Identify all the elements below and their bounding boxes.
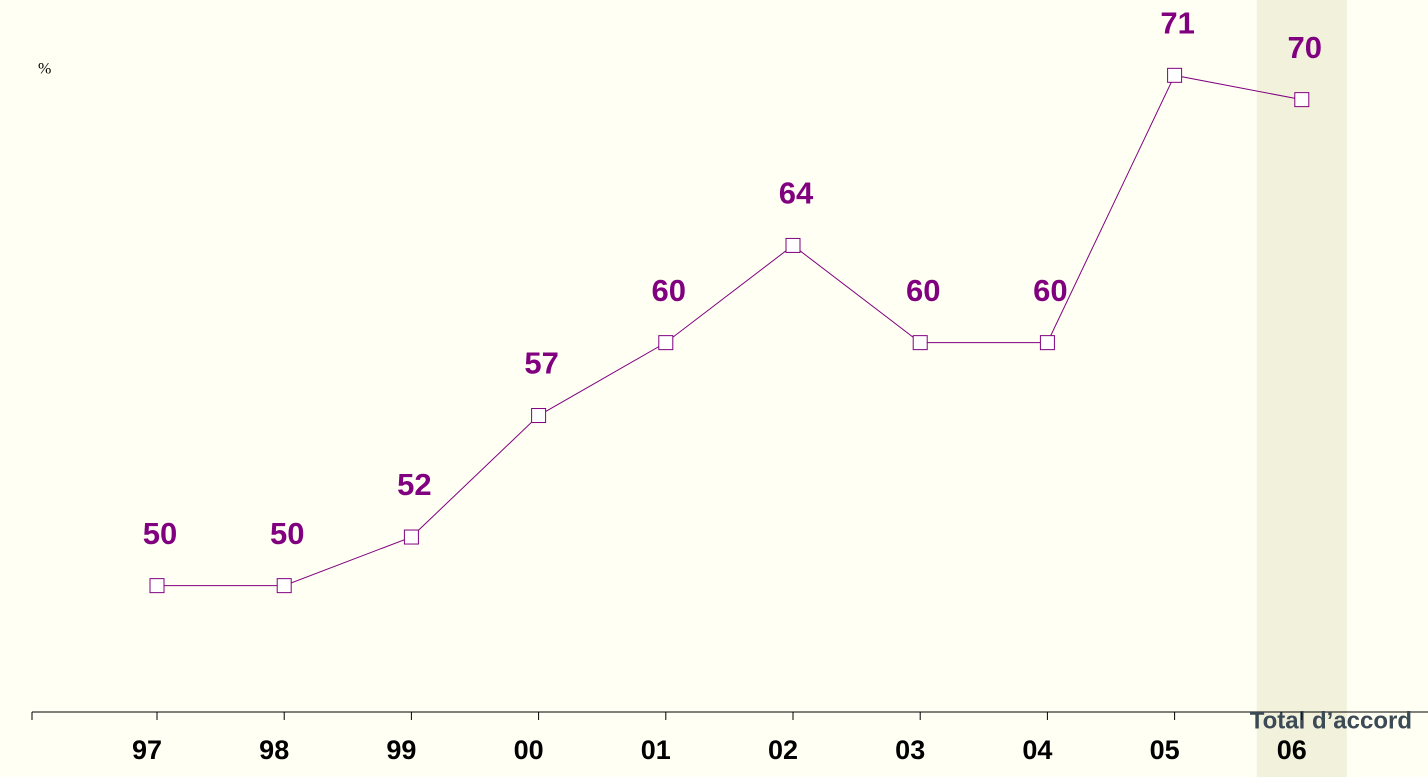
data-label: 60 bbox=[906, 273, 940, 308]
marker bbox=[785, 237, 801, 253]
data-label: 71 bbox=[1160, 6, 1194, 41]
data-label: 60 bbox=[652, 273, 686, 308]
data-label: 60 bbox=[1033, 273, 1067, 308]
line bbox=[157, 74, 1302, 587]
data-label: 52 bbox=[397, 467, 431, 502]
marker bbox=[658, 335, 674, 351]
marker bbox=[149, 578, 165, 594]
x-tick-label: 02 bbox=[768, 735, 798, 765]
x-tick-label: 01 bbox=[641, 735, 671, 765]
y-axis-label: % bbox=[38, 61, 51, 78]
marker bbox=[403, 529, 419, 545]
data-label: 50 bbox=[270, 516, 304, 551]
x-tick-label: 06 bbox=[1277, 735, 1307, 765]
marker bbox=[276, 578, 292, 594]
x-tick-label: 04 bbox=[1022, 735, 1052, 765]
x-tick-label: 03 bbox=[895, 735, 925, 765]
marker bbox=[1294, 92, 1310, 108]
annotation: Total d’accord bbox=[1250, 707, 1412, 734]
data-label: 57 bbox=[524, 346, 558, 381]
x-tick-label: 05 bbox=[1150, 735, 1180, 765]
x-tick-label: 00 bbox=[514, 735, 544, 765]
marker bbox=[1167, 67, 1183, 83]
marker bbox=[912, 335, 928, 351]
x-tick-label: 97 bbox=[132, 735, 162, 765]
data-label: 50 bbox=[143, 516, 177, 551]
marker bbox=[531, 408, 547, 424]
x-tick-label: 99 bbox=[386, 735, 416, 765]
data-label: 70 bbox=[1288, 30, 1322, 65]
data-label: 64 bbox=[779, 176, 814, 211]
highlight-layer bbox=[1256, 0, 1347, 777]
x-tick-label: 98 bbox=[259, 735, 289, 765]
highlight-band bbox=[1256, 0, 1347, 777]
marker bbox=[1039, 335, 1055, 351]
